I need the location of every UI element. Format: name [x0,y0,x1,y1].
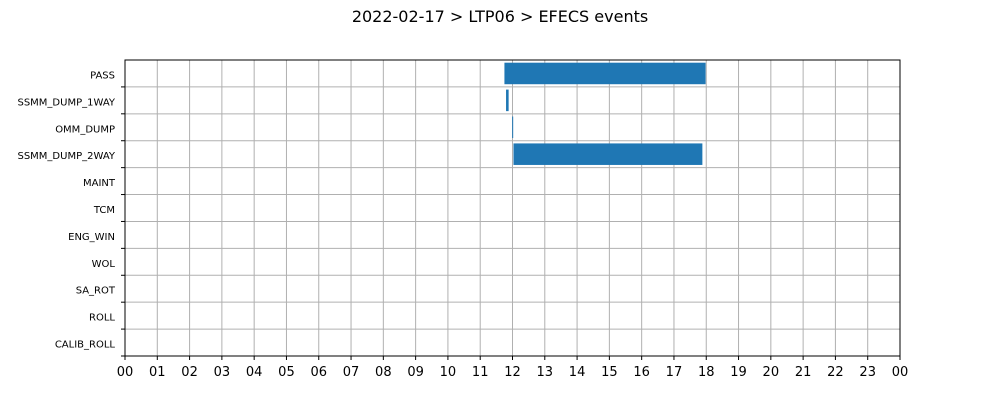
x-tick-label: 01 [149,365,166,380]
y-tick-label: OMM_DUMP [55,124,115,135]
event-bar [504,62,706,85]
plot-frame [124,59,901,357]
x-tick-label: 16 [633,365,650,380]
event-bar [512,116,514,139]
bars [504,62,706,165]
x-tick-label: 06 [310,365,327,380]
y-tick-label: WOL [92,259,116,270]
x-tick-label: 07 [343,365,360,380]
x-tick-label: 11 [472,365,489,380]
y-tick-label: SSMM_DUMP_2WAY [17,151,115,162]
y-tick-label: MAINT [83,178,116,189]
x-tick-label: 23 [859,365,876,380]
x-tick-label: 03 [214,365,231,380]
x-tick-label: 21 [795,365,812,380]
x-tick-label: 18 [698,365,715,380]
y-tick-label: SSMM_DUMP_1WAY [17,97,115,108]
y-tick-label: TCM [93,205,115,216]
event-bar [513,143,703,165]
x-tick-label: 08 [375,365,392,380]
x-axis-ticks: 00 01 02 03 04 05 06 07 08 09 10 11 12 13 14 15 16 17 18 19… [117,356,909,380]
x-tick-label: 14 [569,365,586,380]
x-tick-label: 10 [440,365,457,380]
grid-lines [124,60,901,356]
x-tick-label: 17 [666,365,683,380]
y-axis-ticks: PASS SSMM_DUMP_1WAY OMM_DUMP SSMM_DUMP_2WAY… [17,70,125,357]
y-tick-label: ENG_WIN [68,232,115,243]
x-tick-label: 09 [407,365,424,380]
x-tick-label: 02 [181,365,198,380]
x-tick-label: 05 [278,365,295,380]
chart-title: 2022-02-17 > LTP06 > EFECS events [352,7,648,26]
x-tick-label: 15 [601,365,618,380]
x-tick-label: 12 [504,365,521,380]
y-tick-label: SA_ROT [76,286,116,297]
x-tick-label: 00 [892,365,909,380]
x-tick-label: 13 [537,365,554,380]
event-bar [506,89,509,112]
x-tick-label: 20 [763,365,780,380]
x-tick-label: 19 [730,365,747,380]
y-tick-label: PASS [90,70,115,81]
y-tick-label: ROLL [89,313,115,324]
y-tick-label: CALIB_ROLL [55,340,116,351]
x-tick-label: 22 [827,365,844,380]
x-tick-label: 00 [117,365,134,380]
x-tick-label: 04 [246,365,263,380]
